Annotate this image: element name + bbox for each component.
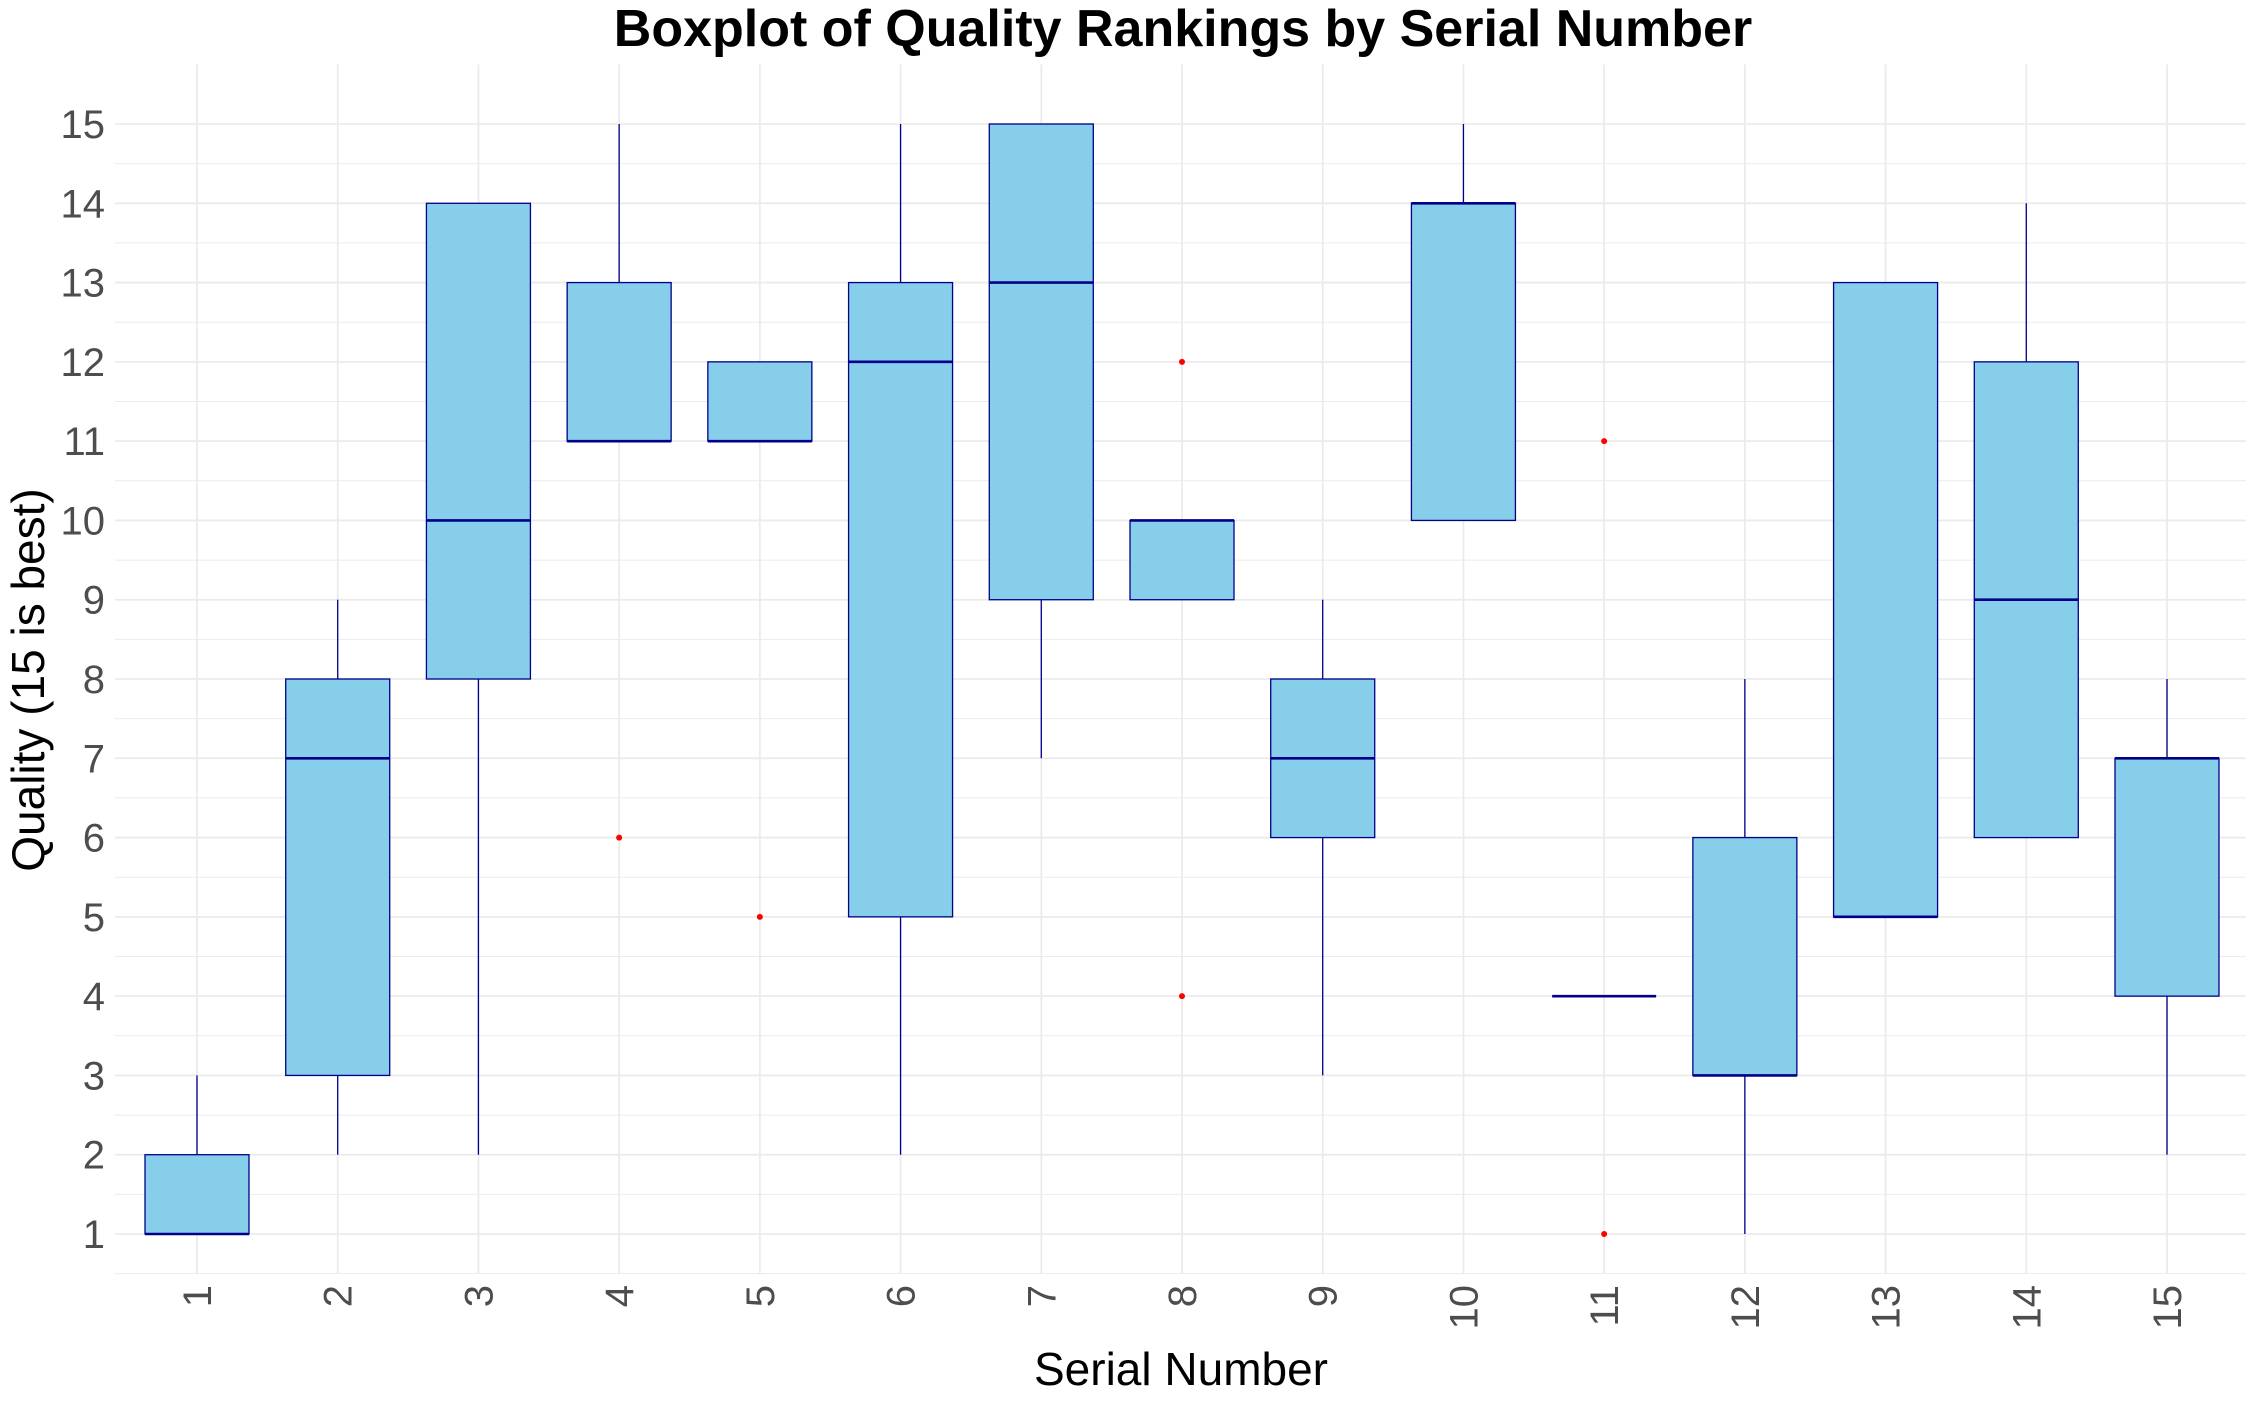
y-tick-label: 11	[63, 420, 105, 464]
x-tick-label: 10	[1442, 1285, 1486, 1330]
y-tick-label: 13	[61, 262, 106, 306]
y-tick-label: 3	[83, 1054, 105, 1098]
box-12	[1692, 679, 1798, 1234]
x-tick-label: 13	[1865, 1285, 1909, 1330]
box-7	[988, 123, 1094, 759]
x-tick-label: 6	[880, 1285, 924, 1307]
box-iqr	[425, 202, 532, 680]
x-tick-label: 8	[1161, 1285, 1205, 1307]
x-tick-label: 1	[176, 1285, 220, 1307]
y-axis-label: Quality (15 is best)	[2, 488, 54, 871]
x-tick-label: 9	[1302, 1285, 1346, 1307]
box-1	[144, 1075, 250, 1236]
y-tick-label: 8	[83, 658, 105, 702]
x-tick-label: 2	[317, 1285, 361, 1307]
box-8	[1129, 358, 1235, 1000]
x-tick-label: 3	[457, 1285, 501, 1307]
x-tick-label: 4	[598, 1285, 642, 1307]
box-iqr	[285, 678, 391, 1077]
box-iqr	[707, 361, 813, 442]
y-tick-label: 9	[83, 579, 105, 623]
box-10	[1410, 124, 1517, 522]
outlier-point	[616, 834, 623, 841]
box-14	[1973, 203, 2079, 839]
boxes	[144, 123, 2220, 1237]
y-tick-label: 6	[83, 817, 105, 861]
y-tick-label: 1	[83, 1213, 105, 1257]
x-axis-label: Serial Number	[1034, 1343, 1328, 1395]
y-tick-label: 15	[61, 103, 106, 147]
outlier-point	[1601, 438, 1608, 445]
x-tick-label: 14	[2005, 1285, 2049, 1330]
box-iqr	[1129, 519, 1235, 601]
box-iqr	[566, 281, 672, 442]
x-tick-label: 7	[1020, 1285, 1064, 1307]
box-13	[1832, 281, 1939, 919]
box-2	[285, 599, 391, 1155]
box-3	[425, 202, 532, 1155]
y-tick-label: 10	[61, 499, 106, 543]
x-tick-label: 11	[1583, 1285, 1627, 1327]
box-11	[1552, 438, 1657, 1237]
outlier-point	[1601, 1231, 1608, 1237]
box-iqr	[2114, 757, 2220, 997]
box-iqr	[144, 1154, 250, 1235]
outlier-point	[756, 913, 763, 920]
x-tick-label: 5	[739, 1285, 783, 1307]
box-6	[847, 124, 954, 1155]
y-tick-label: 7	[83, 737, 105, 781]
box-iqr	[1832, 281, 1939, 918]
outlier-point	[1179, 358, 1185, 365]
y-tick-label: 4	[83, 975, 105, 1019]
x-tick-label: 15	[2146, 1285, 2190, 1330]
box-iqr	[1692, 836, 1798, 1077]
outlier-point	[1179, 993, 1185, 1000]
box-9	[1270, 599, 1376, 1076]
x-axis-ticks: 1 2 3 4 5 6 7 8 9 10 11 12 13 14 15	[176, 1285, 2190, 1330]
y-tick-label: 2	[83, 1134, 105, 1178]
box-5	[707, 361, 813, 920]
x-tick-label: 12	[1724, 1285, 1768, 1330]
box-iqr	[847, 281, 954, 918]
box-4	[566, 124, 672, 841]
y-tick-label: 5	[83, 896, 105, 940]
chart-title: Boxplot of Quality Rankings by Serial Nu…	[614, 0, 1752, 58]
box-15	[2114, 679, 2220, 1155]
box-iqr	[1410, 202, 1517, 522]
box-iqr	[988, 123, 1094, 601]
y-tick-label: 14	[61, 182, 106, 226]
y-tick-label: 12	[61, 341, 106, 385]
